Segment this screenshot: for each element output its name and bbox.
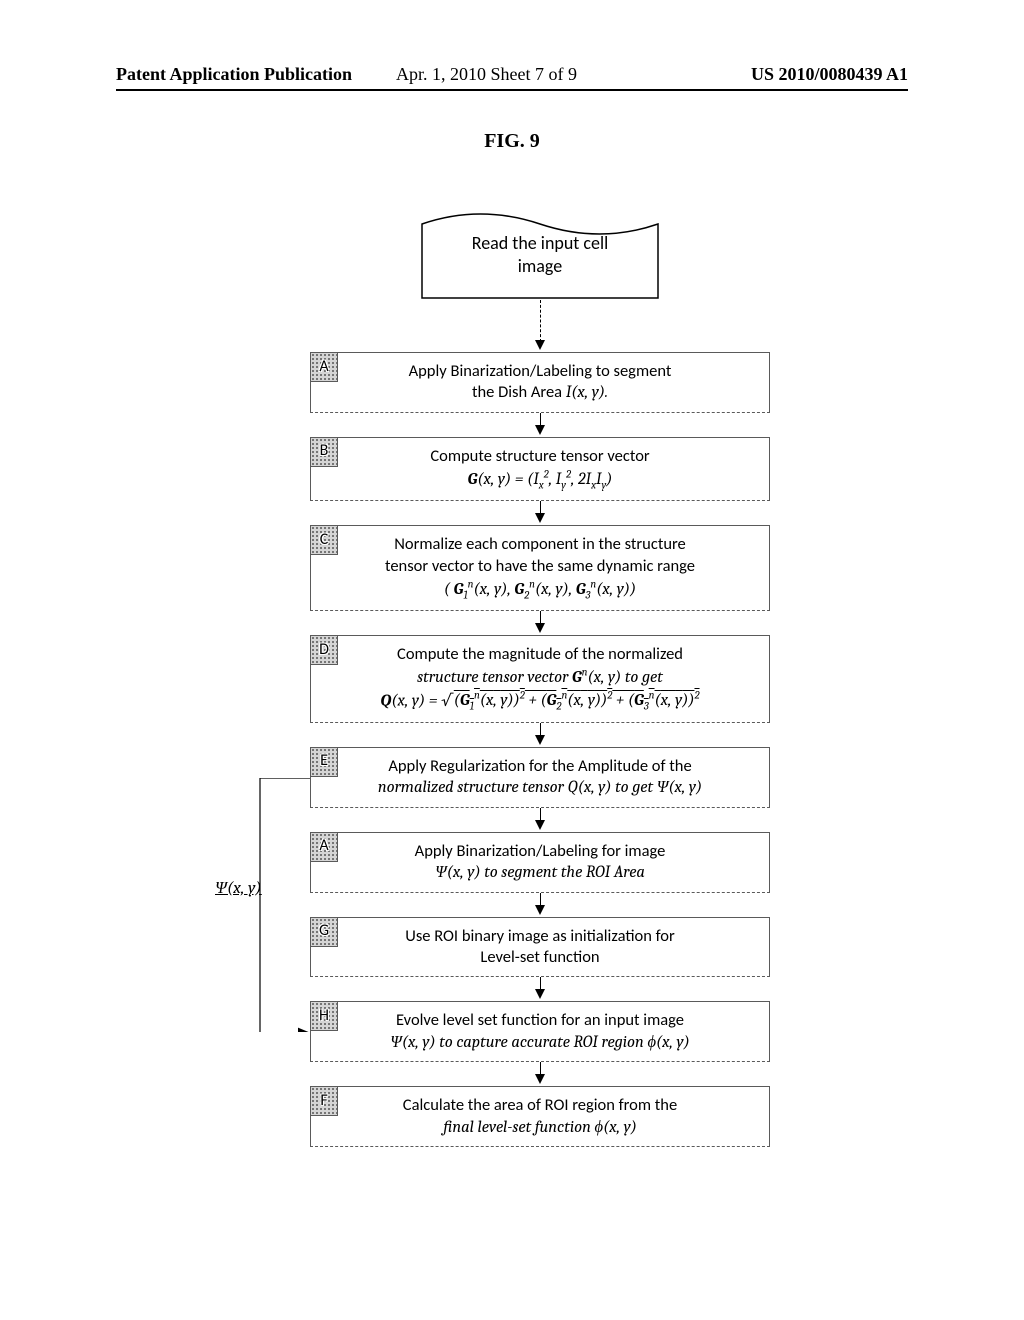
arrow-icon	[310, 723, 770, 747]
step-tag	[310, 747, 338, 777]
header-right: US 2010/0080439 A1	[751, 64, 908, 85]
feedback-arrow	[250, 778, 310, 1033]
flow-step: Use ROI binary image as initialization f…	[310, 917, 770, 978]
steps-container: Apply Binarization/Labeling to segmentth…	[310, 352, 770, 1147]
arrow-icon	[310, 300, 770, 352]
start-line1: Read the input cell	[472, 232, 609, 254]
step-text: Apply Regularization for the Amplitude o…	[319, 756, 761, 799]
arrow-icon	[310, 808, 770, 832]
arrow-icon	[310, 977, 770, 1001]
step-text: Normalize each component in the structur…	[319, 534, 761, 602]
step-tag	[310, 352, 338, 382]
step-text: Apply Binarization/Labeling to segmentth…	[319, 361, 761, 404]
flow-step: Calculate the area of ROI region from th…	[310, 1086, 770, 1147]
flow-step: Apply Regularization for the Amplitude o…	[310, 747, 770, 808]
header-left: Patent Application Publication	[116, 64, 352, 84]
start-text: Read the input cell image	[420, 232, 660, 279]
figure-label: FIG. 9	[0, 130, 1024, 153]
header-mid: Apr. 1, 2010 Sheet 7 of 9	[396, 64, 577, 85]
start-line2: image	[518, 255, 562, 277]
step-tag	[310, 525, 338, 555]
flowchart: Read the input cell image Apply Binariza…	[310, 210, 770, 1147]
flow-step: Apply Binarization/Labeling for imageΨ(x…	[310, 832, 770, 893]
step-tag	[310, 1001, 338, 1031]
step-tag	[310, 832, 338, 862]
step-text: Use ROI binary image as initialization f…	[319, 926, 761, 969]
arrow-icon	[310, 893, 770, 917]
step-tag	[310, 635, 338, 665]
flow-start: Read the input cell image	[420, 210, 660, 300]
flow-step: Evolve level set function for an input i…	[310, 1001, 770, 1062]
arrow-icon	[310, 1062, 770, 1086]
step-tag	[310, 437, 338, 467]
step-text: Calculate the area of ROI region from th…	[319, 1095, 761, 1138]
step-tag	[310, 917, 338, 947]
flow-step: Normalize each component in the structur…	[310, 525, 770, 611]
page: Patent Application Publication Apr. 1, 2…	[0, 0, 1024, 1320]
arrow-icon	[310, 413, 770, 437]
side-input-label: Ψ(x, y)	[215, 878, 262, 898]
arrow-icon	[310, 501, 770, 525]
arrow-icon	[310, 611, 770, 635]
flow-step: Compute the magnitude of the normalizeds…	[310, 635, 770, 722]
step-text: Compute the magnitude of the normalizeds…	[319, 644, 761, 713]
flow-step: Compute structure tensor vectorG(x, y) =…	[310, 437, 770, 502]
flow-step: Apply Binarization/Labeling to segmentth…	[310, 352, 770, 413]
page-header: Patent Application Publication Apr. 1, 2…	[116, 64, 908, 91]
step-text: Compute structure tensor vectorG(x, y) =…	[319, 446, 761, 493]
step-text: Evolve level set function for an input i…	[319, 1010, 761, 1053]
step-tag	[310, 1086, 338, 1116]
step-text: Apply Binarization/Labeling for imageΨ(x…	[319, 841, 761, 884]
